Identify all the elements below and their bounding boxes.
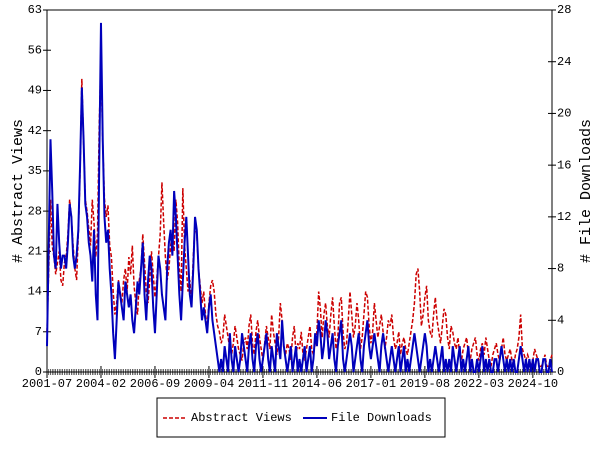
y2-tick-label: 24 — [557, 55, 571, 69]
legend-box — [156, 397, 446, 438]
y-tick-label: 14 — [28, 285, 42, 299]
y-tick-label: 63 — [28, 3, 42, 17]
y2-tick-label: 16 — [557, 158, 571, 172]
x-tick-label: 2001-07 — [22, 377, 72, 391]
x-tick-label: 2022-03 — [454, 377, 504, 391]
y-tick-label: 49 — [28, 84, 42, 98]
x-tick-label: 2019-08 — [400, 377, 450, 391]
y-tick-label: 42 — [28, 124, 42, 138]
x-tick-label: 2017-01 — [346, 377, 396, 391]
y2-tick-label: 4 — [557, 313, 564, 327]
y2-tick-label: 12 — [557, 210, 571, 224]
y-tick-label: 35 — [28, 164, 42, 178]
x-tick-label: 2014-06 — [292, 377, 342, 391]
y2-tick-label: 20 — [557, 107, 571, 121]
legend-label: File Downloads — [331, 411, 432, 425]
x-tick-label: 2006-09 — [130, 377, 180, 391]
x-tick-label: 2004-02 — [76, 377, 126, 391]
y-tick-label: 28 — [28, 204, 42, 218]
legend-label: Abstract Views — [191, 411, 292, 425]
x-tick-label: 2009-04 — [184, 377, 234, 391]
y2-tick-label: 0 — [557, 365, 564, 379]
x-tick-label: 2024-10 — [508, 377, 558, 391]
series-line — [46, 22, 553, 373]
y-tick-label: 7 — [35, 325, 42, 339]
y-tick-label: 21 — [28, 245, 42, 259]
y-tick-label: 0 — [35, 365, 42, 379]
x-tick-label: 2011-11 — [238, 377, 288, 391]
y-axis-title: # Abstract Views — [10, 119, 27, 263]
series-line — [46, 55, 553, 369]
y-tick-label: 56 — [28, 43, 42, 57]
y2-tick-label: 8 — [557, 262, 564, 276]
y2-tick-label: 28 — [557, 3, 571, 17]
y2-axis-title: # File Downloads — [578, 119, 595, 263]
